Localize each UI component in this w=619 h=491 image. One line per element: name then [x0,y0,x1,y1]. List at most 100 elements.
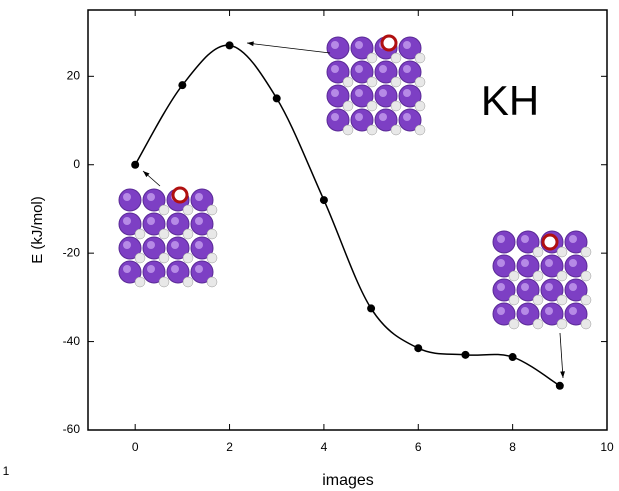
h-atom [366,100,378,112]
structure-images [118,34,592,379]
point [508,353,517,362]
atom-highlight [355,65,363,73]
h-atom [158,228,170,240]
h-atom [158,276,170,288]
atom-highlight [331,41,339,49]
h-atom [390,124,402,136]
point [414,344,423,353]
h-atom [158,204,170,216]
h-atom [182,228,194,240]
atom-highlight [403,89,411,97]
annotation: KH [481,77,539,124]
atom-highlight [195,217,203,225]
h-atom [414,124,426,136]
x-axis-label: images [322,472,374,489]
atom-highlight [355,89,363,97]
h-atom [532,246,544,258]
o-atom [171,186,189,204]
point [272,94,281,103]
atom-highlight [569,235,577,243]
atom-highlight [195,241,203,249]
h-atom [508,270,520,282]
atom-highlight [147,217,155,225]
atom-highlight [123,265,131,273]
atom-highlight [331,113,339,121]
h-atom [158,252,170,264]
atom-highlight [569,283,577,291]
atom-highlight [521,307,529,315]
atom-highlight [123,193,131,201]
o-atom [541,233,559,251]
atom-highlight [379,113,387,121]
atom-highlight [521,235,529,243]
h-atom [342,124,354,136]
h-atom [556,318,568,330]
h-atom [366,76,378,88]
h-atom [206,276,218,288]
h-atom [390,100,402,112]
point [225,41,234,50]
arrow-head [143,171,150,178]
atom-highlight [379,89,387,97]
h-atom [414,100,426,112]
atom-highlight [497,283,505,291]
atom-highlight [171,265,179,273]
atom-highlight [331,89,339,97]
h-atom [532,318,544,330]
point [367,304,376,313]
atom-highlight [379,65,387,73]
h-atom [580,318,592,330]
atom-highlight [497,307,505,315]
atom-highlight [545,307,553,315]
h-atom [134,252,146,264]
atom-highlight [147,265,155,273]
h-atom [508,318,520,330]
arrow [246,42,331,54]
h-atom [134,276,146,288]
point [178,81,187,90]
atom-highlight [569,307,577,315]
atom-highlight [521,283,529,291]
atom-highlight [195,193,203,201]
atom-highlight [521,259,529,267]
h-atom [134,228,146,240]
h-atom [390,52,402,64]
y-tick-label: 0 [73,157,80,171]
atom-highlight [497,235,505,243]
y-tick-label: -60 [63,422,81,436]
h-atom [206,252,218,264]
plot-frame [87,9,608,431]
h-atom [342,100,354,112]
h-atom [366,52,378,64]
h-atom [556,294,568,306]
atom-highlight [403,65,411,73]
x-tick-label: 0 [132,440,139,454]
x-tick-label: 2 [226,440,233,454]
atom-highlight [355,113,363,121]
x-tick-label: 4 [321,440,328,454]
y-tick-label: -40 [63,334,81,348]
point [461,350,470,359]
atom-highlight [195,265,203,273]
h-atom [414,76,426,88]
h-atom [532,294,544,306]
atom-highlight [569,259,577,267]
h-atom [556,270,568,282]
h-atom [556,246,568,258]
h-atom [580,294,592,306]
x-tick-label: 10 [600,440,614,454]
y-tick-label: -20 [63,245,81,259]
atom-highlight [497,259,505,267]
h-atom [206,228,218,240]
h-atom [182,204,194,216]
h-atom [206,204,218,216]
atom-highlight [123,217,131,225]
edge-text: 1 [3,464,10,478]
h-atom [508,294,520,306]
atom [492,230,516,254]
y-axis-label: E (kJ/mol) [29,196,46,264]
atom-highlight [545,259,553,267]
h-atom [366,124,378,136]
h-atom [414,52,426,64]
